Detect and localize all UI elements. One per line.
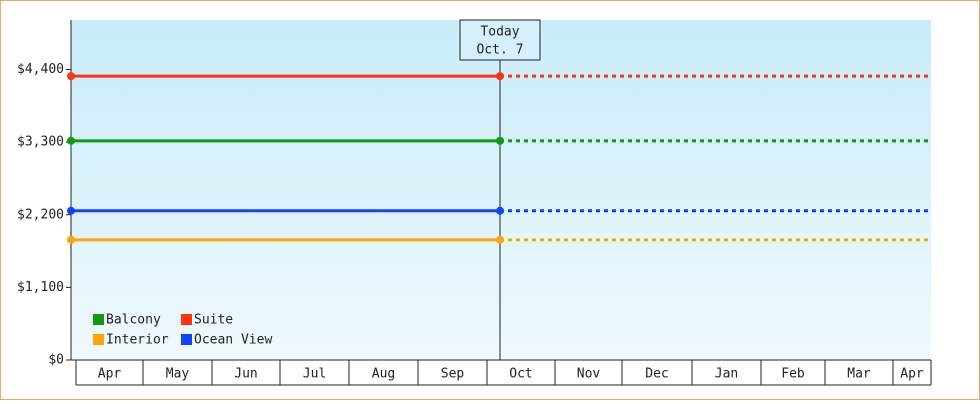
- legend-label: Ocean View: [194, 333, 272, 348]
- today-date: Oct. 7: [477, 43, 524, 58]
- x-tick-label: Apr: [900, 367, 924, 382]
- point: [496, 72, 504, 81]
- x-tick-label: Jul: [303, 367, 326, 382]
- x-tick-label: Dec: [645, 367, 668, 382]
- y-tick-label: $2,200: [17, 207, 64, 222]
- y-tick-label: $0: [48, 353, 64, 368]
- legend-label: Interior: [106, 333, 169, 348]
- x-tick-label: Nov: [577, 367, 601, 382]
- legend-label: Suite: [194, 313, 233, 328]
- x-tick-label: Oct: [509, 367, 532, 382]
- today-label: Today: [480, 25, 519, 40]
- plot-area: [71, 20, 931, 360]
- x-tick-label: Aug: [372, 367, 395, 382]
- x-tick-label: Sep: [441, 367, 465, 382]
- point: [67, 72, 75, 81]
- legend-swatch: [181, 314, 192, 325]
- x-tick-label: Feb: [781, 367, 805, 382]
- y-tick-label: $4,400: [17, 62, 64, 77]
- point: [67, 235, 75, 244]
- legend-label: Balcony: [106, 313, 161, 328]
- point: [496, 136, 504, 145]
- x-tick-label: Jun: [234, 367, 257, 382]
- legend-swatch: [93, 334, 104, 345]
- point: [496, 235, 504, 244]
- x-tick-label: May: [166, 367, 190, 382]
- y-tick-label: $1,100: [17, 280, 64, 295]
- point: [496, 206, 504, 215]
- x-tick-label: Jan: [715, 367, 738, 382]
- legend-swatch: [93, 314, 104, 325]
- x-tick-label: Mar: [847, 367, 871, 382]
- y-tick-label: $3,300: [17, 135, 64, 150]
- point: [67, 136, 75, 145]
- today-box: [459, 19, 541, 61]
- legend-swatch: [181, 334, 192, 345]
- x-tick-label: Apr: [98, 367, 122, 382]
- point: [67, 206, 75, 215]
